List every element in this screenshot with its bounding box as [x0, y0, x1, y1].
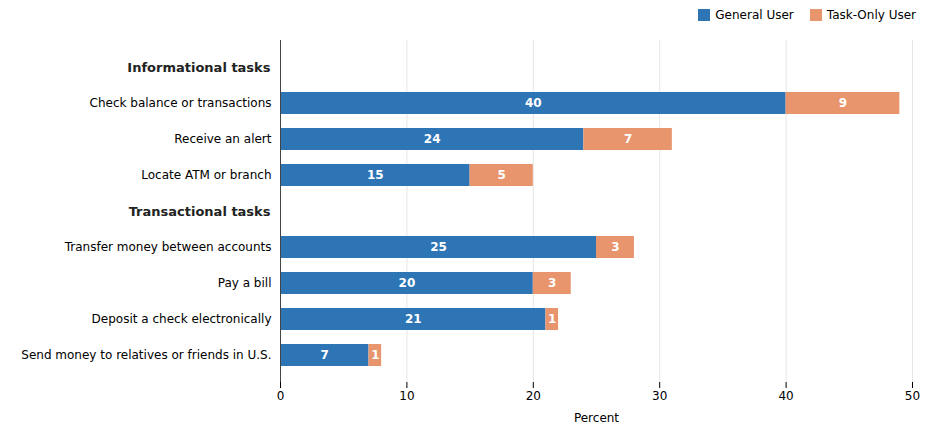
- svg-text:0: 0: [277, 389, 285, 403]
- svg-text:40: 40: [778, 389, 793, 403]
- svg-text:3: 3: [611, 240, 619, 254]
- svg-text:24: 24: [424, 132, 441, 146]
- svg-text:Send money to relatives or fri: Send money to relatives or friends in U.…: [21, 348, 271, 362]
- svg-text:5: 5: [498, 168, 506, 182]
- html-text:Task-Only User: Task-Only User: [826, 8, 916, 22]
- svg-text:Percent: Percent: [574, 411, 619, 424]
- svg-text:7: 7: [624, 132, 632, 146]
- svg-text:Transactional tasks: Transactional tasks: [129, 204, 271, 219]
- svg-text:21: 21: [405, 312, 422, 326]
- svg-text:25: 25: [430, 240, 447, 254]
- svg-text:Informational tasks: Informational tasks: [127, 60, 270, 75]
- svg-text:30: 30: [652, 389, 667, 403]
- svg-text:Receive an alert: Receive an alert: [174, 132, 272, 146]
- svg-text:50: 50: [905, 389, 920, 403]
- svg-text:Deposit a check electronically: Deposit a check electronically: [92, 312, 272, 326]
- svg-text:7: 7: [321, 348, 329, 362]
- svg-text:40: 40: [525, 96, 542, 110]
- svg-text:Transfer money between account: Transfer money between accounts: [64, 240, 272, 254]
- svg-text:20: 20: [526, 389, 541, 403]
- svg-text:Pay a bill: Pay a bill: [218, 276, 272, 290]
- svg-text:Check balance or transactions: Check balance or transactions: [90, 96, 272, 110]
- svg-text:10: 10: [399, 389, 414, 403]
- svg-text:3: 3: [548, 276, 556, 290]
- html-text:General User: General User: [715, 8, 794, 22]
- svg-text:1: 1: [548, 312, 556, 326]
- svg-text:15: 15: [367, 168, 384, 182]
- svg-text:Locate ATM or branch: Locate ATM or branch: [141, 168, 271, 182]
- svg-text:9: 9: [839, 96, 847, 110]
- svg-text:1: 1: [371, 348, 379, 362]
- svg-text:20: 20: [399, 276, 416, 290]
